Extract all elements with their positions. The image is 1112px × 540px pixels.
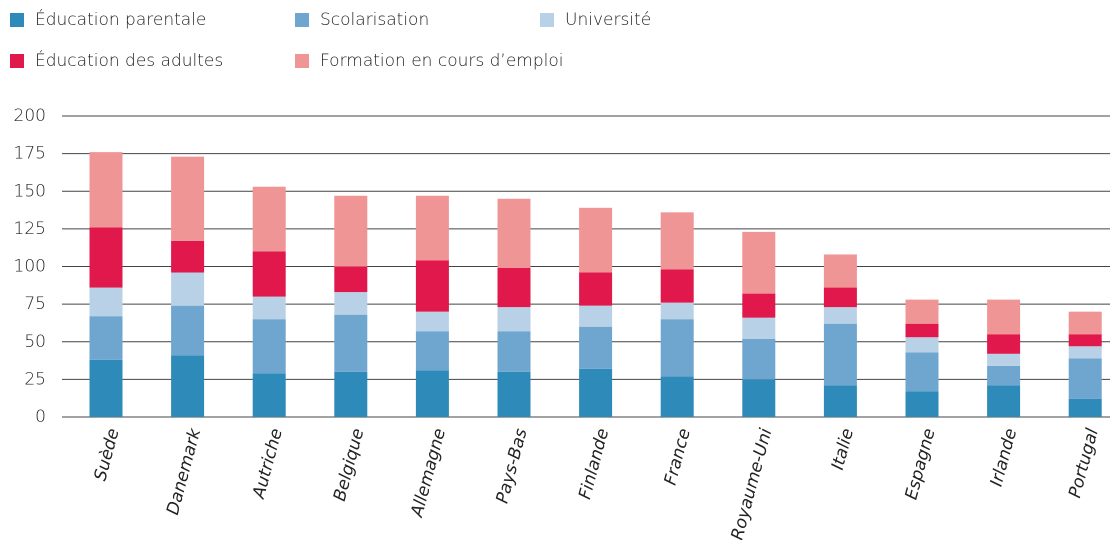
legend-swatch [540, 13, 554, 27]
bar-segment [334, 195, 368, 267]
bar-segment [415, 195, 449, 261]
y-tick-label: 100 [14, 257, 46, 277]
bar-segment [742, 379, 776, 417]
bar-segment [987, 299, 1021, 335]
bar-segment [742, 317, 776, 339]
bar-segment [252, 296, 286, 320]
legend-label: Formation en cours d’emploi [320, 51, 563, 71]
x-tick-label: Pays-Bas [492, 426, 531, 505]
bar-segment [415, 260, 449, 312]
x-tick-label: Irlande [987, 426, 1022, 488]
bar-segment [579, 207, 613, 273]
bar-segment [171, 272, 205, 306]
y-tick-label: 175 [14, 144, 46, 164]
bar-segment [171, 305, 205, 356]
bar-segment [1068, 334, 1102, 347]
bar-segment [497, 198, 531, 269]
bar-segment [987, 334, 1021, 354]
legend-swatch [10, 13, 24, 27]
legend-swatch [295, 54, 309, 68]
bar-segment [579, 368, 613, 417]
bar-segment [660, 269, 694, 303]
bar-segment [415, 311, 449, 332]
bar-segment [89, 227, 123, 288]
bar-segment [823, 307, 857, 324]
x-tick-label: Allemagne [407, 426, 450, 520]
bar-segment [823, 385, 857, 417]
x-tick-label: Finlande [575, 426, 613, 501]
bar-segment [1068, 346, 1102, 359]
x-tick-label: France [661, 426, 695, 487]
bar-segment [905, 391, 939, 417]
y-tick-label: 200 [14, 106, 46, 126]
bar-segment [252, 251, 286, 297]
bar-segment [905, 323, 939, 338]
bar-segment [497, 307, 531, 332]
bar-segment [171, 156, 205, 241]
bar-segment [987, 365, 1021, 386]
bar-segment [89, 152, 123, 228]
y-tick-label: 75 [24, 294, 46, 314]
bar-segment [579, 326, 613, 369]
y-tick-label: 50 [24, 332, 46, 352]
bar-segment [905, 352, 939, 392]
bar-segment [252, 186, 286, 252]
bar-segment [823, 254, 857, 288]
y-tick-label: 0 [35, 407, 46, 427]
bar-segment [1068, 398, 1102, 417]
y-tick-label: 25 [24, 369, 46, 389]
bar-segment [171, 240, 205, 273]
bar-segment [742, 293, 776, 318]
bar-segment [497, 331, 531, 372]
legend-label: Scolarisation [320, 10, 429, 30]
bar-segment [905, 337, 939, 353]
legend-label: Éducation parentale [35, 8, 206, 30]
bar-segment [415, 331, 449, 371]
bar-segment [252, 373, 286, 417]
x-tick-label: Autriche [249, 426, 287, 501]
bar-segment [334, 266, 368, 293]
bar-segment [334, 314, 368, 372]
bar-segment [660, 319, 694, 377]
bar-segment [497, 371, 531, 417]
bar-segment [334, 371, 368, 417]
bar-segment [742, 338, 776, 380]
bar-segment [415, 370, 449, 417]
x-tick-label: Portugal [1065, 426, 1103, 500]
bar-segment [171, 355, 205, 417]
bar-segment [742, 231, 776, 294]
bar-segment [660, 302, 694, 320]
bar-segment [987, 385, 1021, 417]
bar-segment [252, 319, 286, 374]
y-tick-label: 125 [14, 219, 46, 239]
bar-segment [987, 353, 1021, 366]
bar-segment [905, 299, 939, 324]
x-tick-label: Belgique [330, 426, 369, 503]
x-tick-label: Italie [828, 426, 858, 472]
bar-segment [579, 305, 613, 327]
bar-segment [497, 268, 531, 308]
y-tick-label: 150 [14, 181, 46, 201]
legend-swatch [295, 13, 309, 27]
bar-segment [89, 287, 123, 317]
bar-segment [89, 316, 123, 360]
bar-segment [660, 212, 694, 270]
bar-segment [823, 287, 857, 308]
x-tick-label: Espagne [901, 426, 939, 502]
bar-segment [334, 292, 368, 315]
x-tick-label: Royaume-Uni [727, 426, 776, 540]
legend-swatch [10, 54, 24, 68]
x-tick-label: Danemark [163, 425, 206, 517]
bar-segment [660, 376, 694, 417]
bar-segment [823, 323, 857, 386]
bar-segment [89, 359, 123, 417]
x-tick-label: Suède [91, 426, 124, 483]
bar-segment [1068, 311, 1102, 335]
legend-label: Éducation des adultes [35, 49, 223, 71]
bar-segment [1068, 358, 1102, 399]
legend-label: Université [565, 10, 651, 30]
bar-segment [579, 272, 613, 306]
